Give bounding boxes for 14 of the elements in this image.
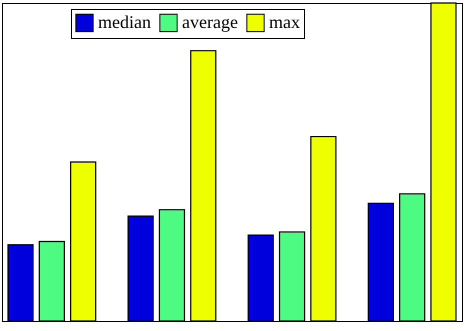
bar <box>70 161 96 322</box>
legend-label: max <box>269 12 300 32</box>
bar <box>38 240 65 322</box>
bar <box>7 244 34 322</box>
bar <box>248 234 274 322</box>
bar <box>310 136 336 322</box>
legend-label: median <box>98 12 151 32</box>
bar <box>190 50 216 322</box>
bar <box>368 202 394 322</box>
bar <box>128 215 154 322</box>
legend-label: average <box>182 12 238 32</box>
bar <box>158 209 186 322</box>
bar <box>399 193 426 322</box>
bar <box>278 231 306 322</box>
